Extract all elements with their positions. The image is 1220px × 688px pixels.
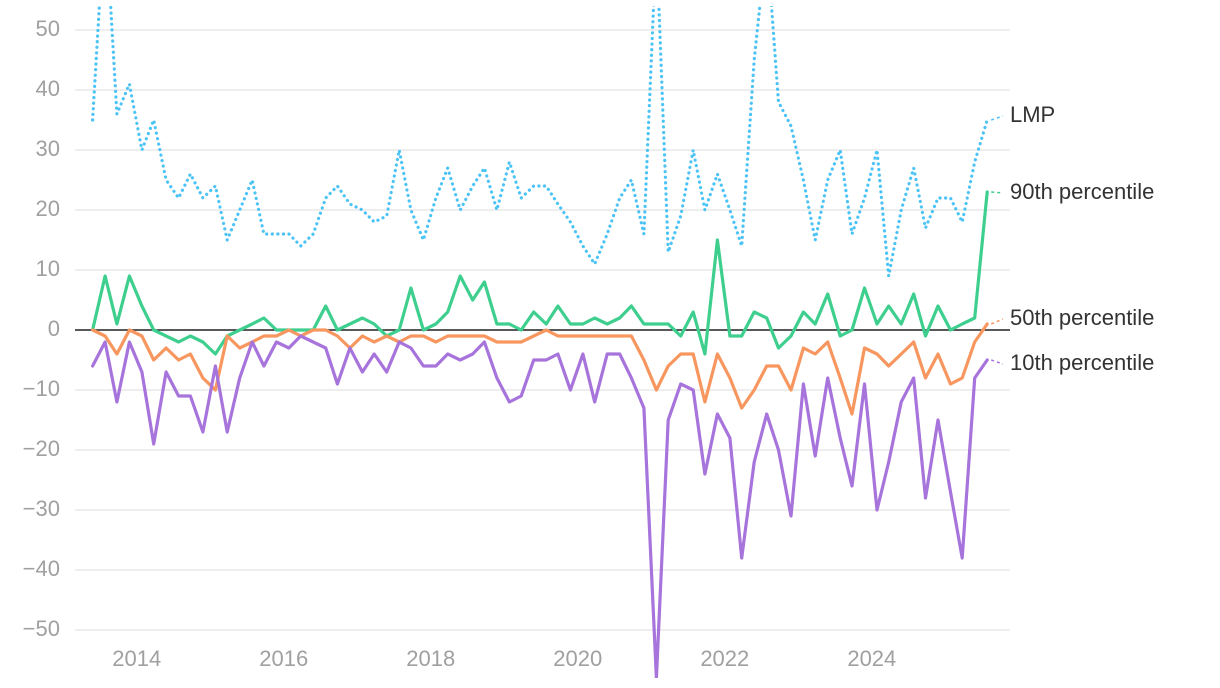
series-label: LMP xyxy=(1010,102,1055,127)
y-tick-label: −40 xyxy=(23,556,60,581)
series-line xyxy=(91,190,989,356)
label-connector xyxy=(990,318,1004,325)
label-connector xyxy=(990,115,1004,121)
y-tick-label: −50 xyxy=(23,616,60,641)
x-tick-label: 2014 xyxy=(112,646,161,671)
series-label: 90th percentile xyxy=(1010,179,1154,204)
series-label: 50th percentile xyxy=(1010,305,1154,330)
y-tick-label: 40 xyxy=(36,76,60,101)
series-line xyxy=(91,334,989,678)
x-tick-label: 2020 xyxy=(553,646,602,671)
y-tick-label: −30 xyxy=(23,496,60,521)
labels: −50 −40 −30 −20 −10 0 10 20 30 40 50 2014 2016 2018 20… xyxy=(23,16,1155,671)
y-tick-label: −10 xyxy=(23,376,60,401)
label-connector xyxy=(991,191,1004,194)
x-tick-label: 2022 xyxy=(700,646,749,671)
y-tick-label: 50 xyxy=(36,16,60,41)
x-tick-label: 2024 xyxy=(847,646,896,671)
label-connector xyxy=(990,359,1004,365)
y-tick-label: 30 xyxy=(36,136,60,161)
series-label: 10th percentile xyxy=(1010,350,1154,375)
plot-area xyxy=(91,6,989,678)
x-tick-label: 2018 xyxy=(406,646,455,671)
y-tick-label: 0 xyxy=(48,316,60,341)
y-tick-label: 20 xyxy=(36,196,60,221)
y-tick-label: −20 xyxy=(23,436,60,461)
series-line xyxy=(91,6,989,278)
series-line xyxy=(91,322,989,416)
y-tick-label: 10 xyxy=(36,256,60,281)
grid xyxy=(75,29,1010,631)
x-tick-label: 2016 xyxy=(259,646,308,671)
